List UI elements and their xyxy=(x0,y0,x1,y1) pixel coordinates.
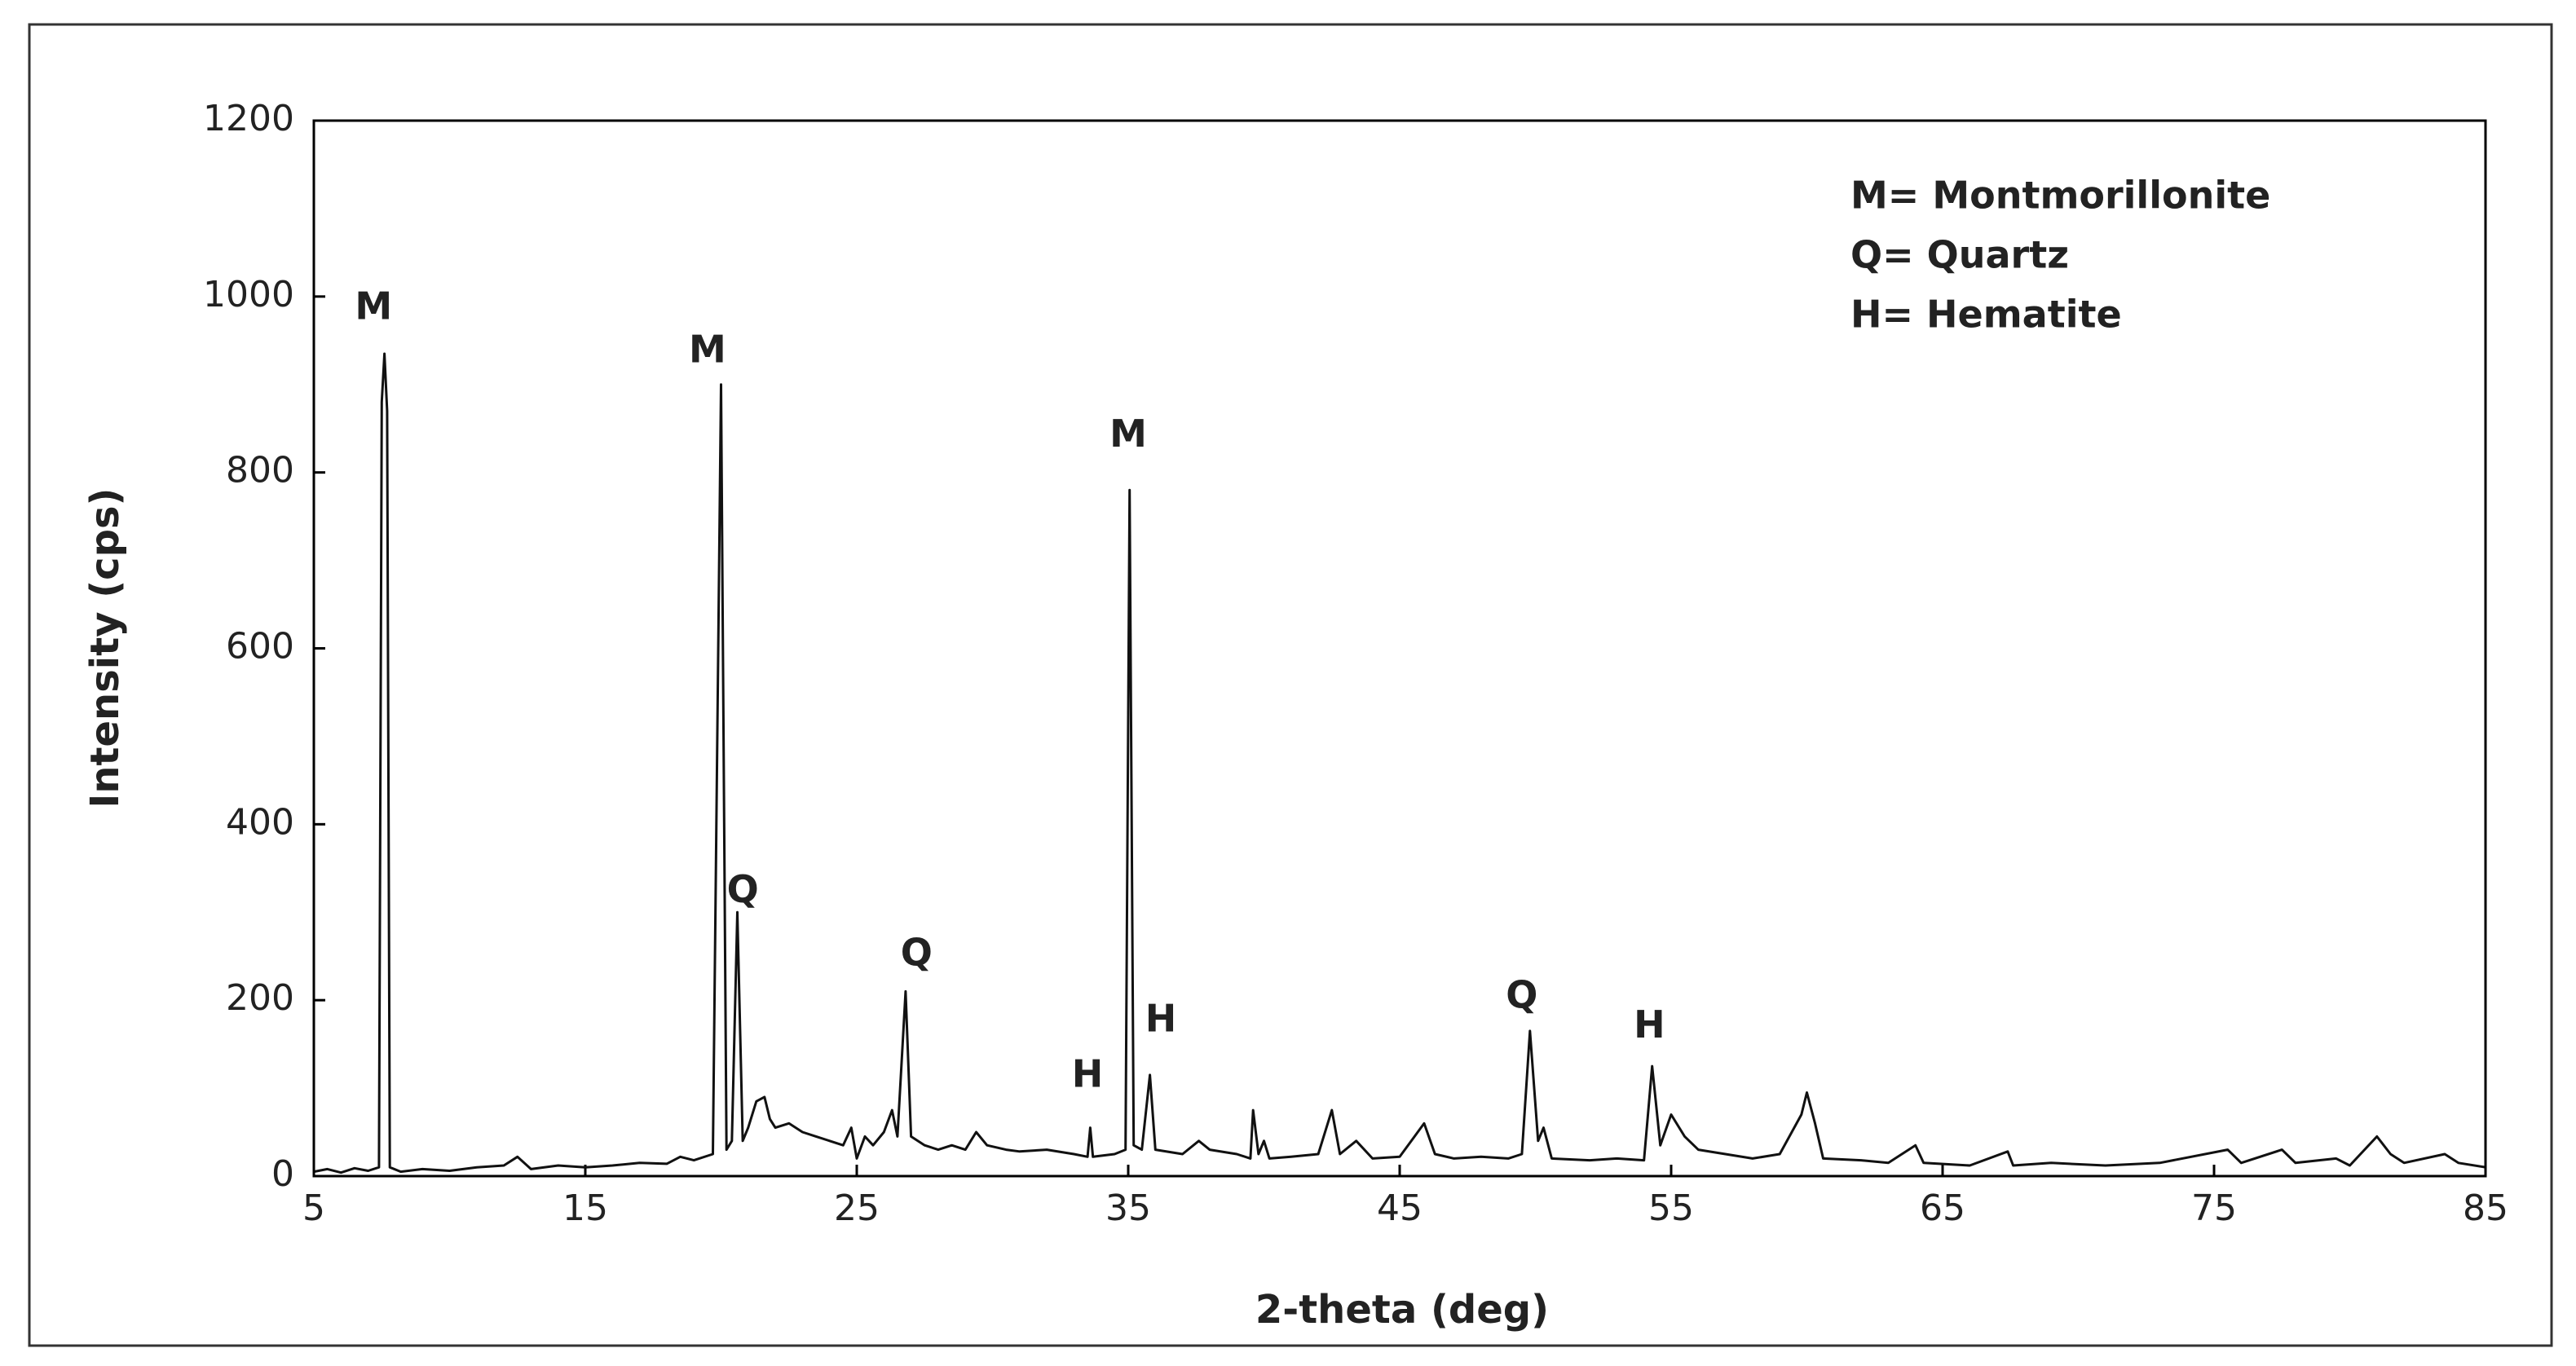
y-tick-label: 1200 xyxy=(203,98,294,139)
xrd-line xyxy=(313,352,2486,1174)
y-tick-label: 600 xyxy=(226,626,294,668)
x-tick-label: 65 xyxy=(1920,1188,1965,1229)
x-tick-label: 75 xyxy=(2191,1188,2237,1229)
x-tick-label: 15 xyxy=(562,1188,608,1229)
legend-entry: Q= Quartz xyxy=(1850,233,2069,277)
x-tick-label: 5 xyxy=(302,1188,325,1229)
y-axis-label: Intensity (cps) xyxy=(82,488,128,809)
peak-label: H xyxy=(1634,1002,1665,1047)
y-tick-label: 400 xyxy=(226,801,294,843)
outer-border xyxy=(28,23,2553,1347)
peak-label: Q xyxy=(727,867,759,911)
legend-entry: H= Hematite xyxy=(1850,293,2122,337)
x-tick-label: 55 xyxy=(1648,1188,1694,1229)
peak-label: Q xyxy=(901,931,933,975)
x-tick-label: 45 xyxy=(1377,1188,1423,1229)
y-tick-label: 800 xyxy=(226,450,294,491)
peak-label: H xyxy=(1145,997,1177,1041)
y-tick-label: 200 xyxy=(226,977,294,1019)
peak-label: Q xyxy=(1506,972,1537,1016)
peak-label: M xyxy=(355,284,392,328)
peak-label: H xyxy=(1072,1052,1104,1096)
x-tick-label: 85 xyxy=(2463,1188,2508,1229)
plot-frame xyxy=(312,119,2487,1178)
peak-label: M xyxy=(689,327,726,371)
y-tick-label: 0 xyxy=(271,1153,294,1195)
y-tick-label: 1000 xyxy=(203,274,294,315)
x-axis-label: 2-theta (deg) xyxy=(1255,1287,1549,1333)
legend-entry: M= Montmorillonite xyxy=(1850,174,2270,218)
x-tick-label: 35 xyxy=(1105,1188,1151,1229)
x-tick-label: 25 xyxy=(834,1188,880,1229)
peak-label: M xyxy=(1109,412,1147,456)
